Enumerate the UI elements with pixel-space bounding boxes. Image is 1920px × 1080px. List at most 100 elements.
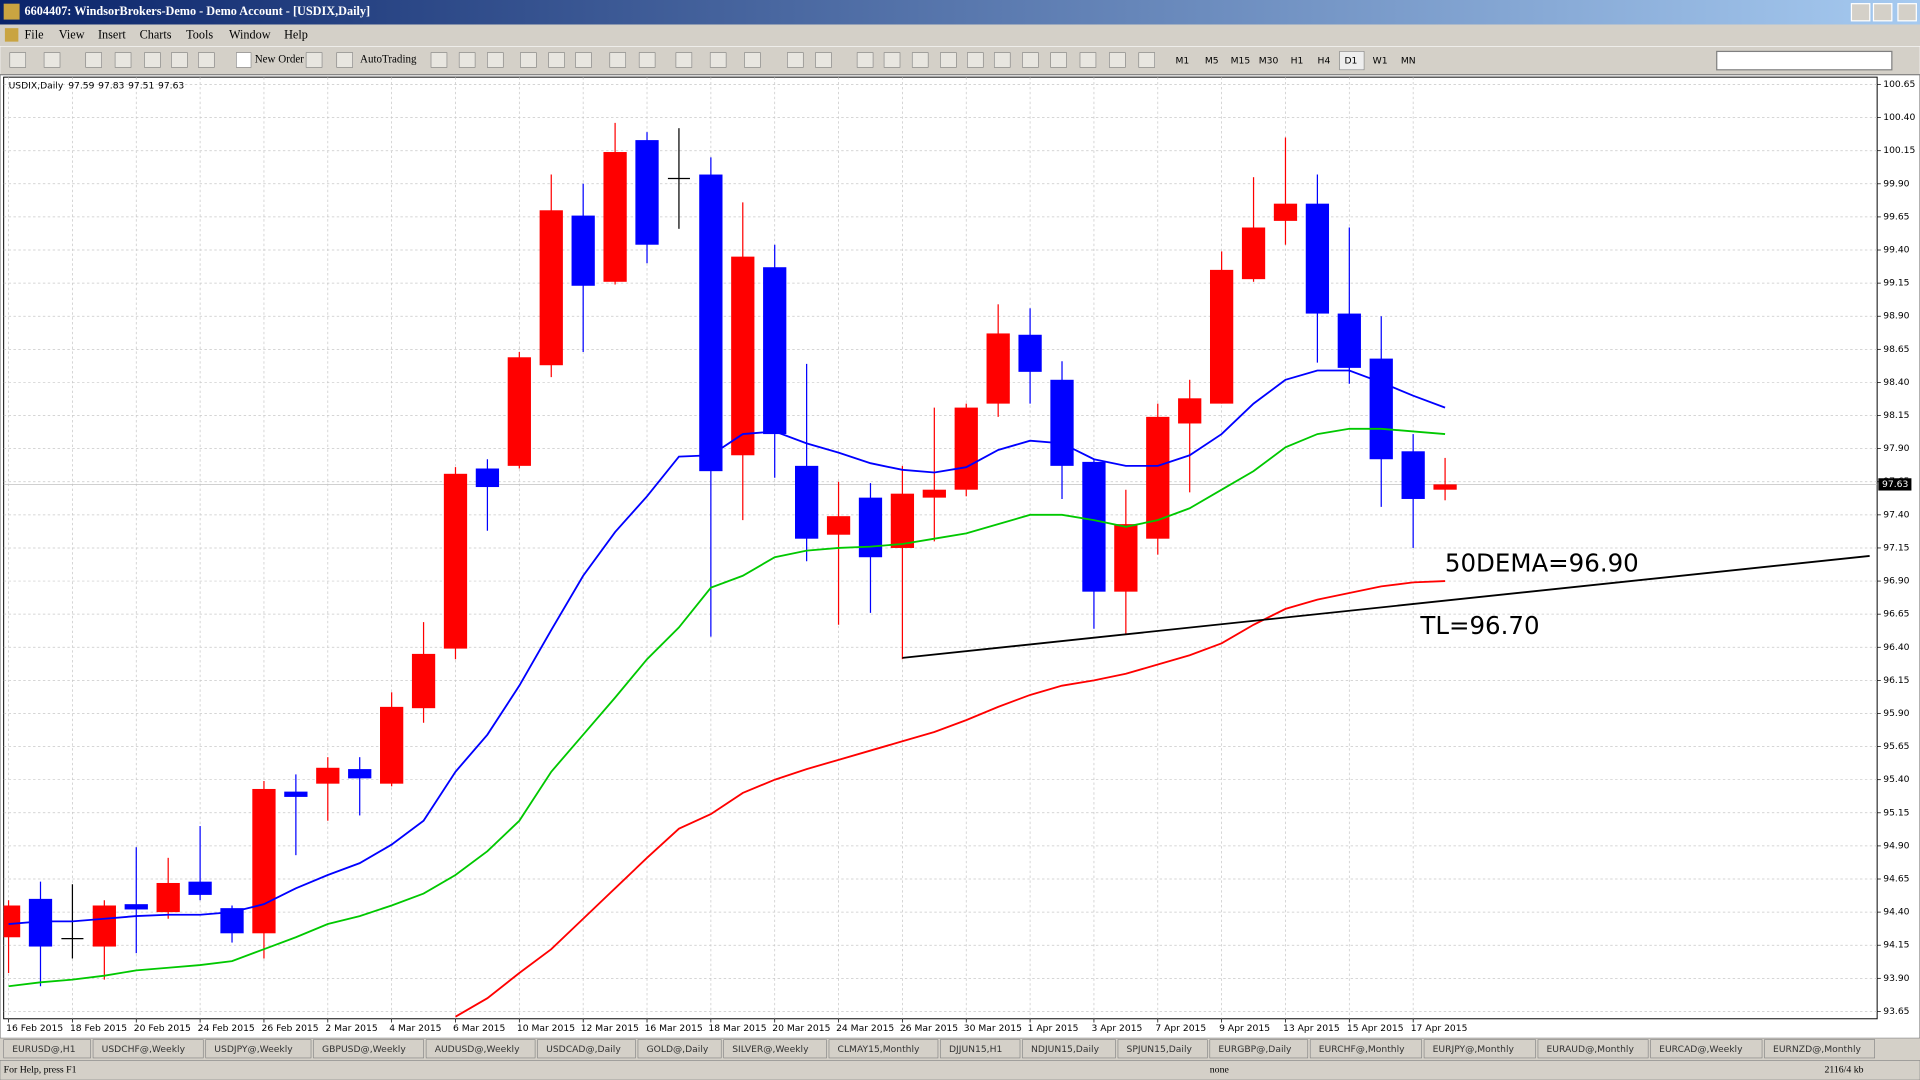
tab[interactable] (1117, 1039, 1208, 1059)
candle-body (1401, 451, 1425, 499)
tab-label: USDCAD@,Daily (546, 1044, 621, 1055)
close-button[interactable] (1897, 3, 1917, 22)
tool-button[interactable] (967, 52, 984, 68)
plot-area (3, 77, 1878, 1019)
tool-button[interactable] (815, 52, 832, 68)
tab[interactable] (723, 1039, 827, 1059)
tab[interactable] (1423, 1039, 1536, 1059)
candle-body (858, 497, 883, 558)
menu-item[interactable]: Insert (98, 27, 126, 41)
price-tag-label: 97.63 (1882, 479, 1908, 490)
tab-label: EURUSD@,H1 (12, 1044, 75, 1055)
x-tick-label: 12 Mar 2015 (581, 1023, 639, 1034)
tool-button[interactable] (940, 52, 957, 68)
tab[interactable] (1309, 1039, 1422, 1059)
tool-button[interactable] (9, 52, 27, 68)
timeframe-button[interactable]: M5 (1205, 56, 1219, 67)
auto-trading-button[interactable]: AutoTrading (360, 54, 417, 66)
tab[interactable] (3, 1039, 91, 1059)
tab-label: USDCHF@,Weekly (102, 1044, 186, 1055)
timeframe-button[interactable]: H1 (1291, 56, 1304, 67)
tab[interactable] (537, 1039, 636, 1059)
menu-item[interactable]: File (24, 27, 43, 41)
tab[interactable] (425, 1039, 536, 1059)
tab[interactable] (1764, 1039, 1875, 1059)
candle-body (922, 489, 946, 498)
timeframe-button[interactable]: D1 (1344, 56, 1357, 67)
timeframe-button[interactable]: M1 (1176, 56, 1190, 67)
timeframe-button[interactable]: M15 (1231, 56, 1251, 67)
tool-button[interactable] (883, 52, 901, 68)
tool-button[interactable] (1079, 52, 1097, 68)
candle-body (156, 882, 180, 913)
tab[interactable] (828, 1039, 939, 1059)
tool-button[interactable] (1138, 52, 1155, 68)
maximize-button[interactable] (1872, 3, 1893, 22)
tool-button[interactable] (609, 52, 627, 68)
y-tick-label: 99.40 (1883, 245, 1909, 256)
tool-button[interactable] (856, 52, 874, 68)
search-box[interactable] (1716, 50, 1893, 71)
tool-button[interactable] (336, 52, 353, 68)
minimize-button[interactable] (1850, 3, 1871, 22)
tool-button[interactable] (787, 52, 804, 68)
tool-button[interactable] (171, 52, 188, 68)
tool-button[interactable] (43, 52, 61, 68)
candle-body (1178, 398, 1202, 424)
tab[interactable] (1022, 1039, 1116, 1059)
tab[interactable] (92, 1039, 204, 1059)
candle-body (475, 468, 500, 488)
y-tick-label: 99.15 (1883, 278, 1909, 289)
tab[interactable] (205, 1039, 312, 1059)
tab-label: SPJUN15,Daily (1127, 1044, 1193, 1055)
tab[interactable] (940, 1039, 1021, 1059)
new-order-button[interactable]: New Order (255, 54, 305, 66)
timeframe-button[interactable]: H4 (1318, 56, 1331, 67)
tab-label: EURGBP@,Daily (1218, 1044, 1292, 1055)
tab[interactable] (1209, 1039, 1309, 1059)
candle-body (1273, 203, 1298, 221)
timeframe-button[interactable]: M30 (1259, 56, 1279, 67)
menu-item[interactable]: Tools (186, 27, 213, 41)
tool-button[interactable] (487, 52, 504, 68)
menu-item[interactable]: View (59, 27, 85, 41)
tool-button[interactable] (1109, 52, 1126, 68)
candle-body (826, 516, 851, 535)
tab[interactable] (1537, 1039, 1649, 1059)
x-tick-label: 20 Mar 2015 (772, 1023, 830, 1034)
tool-button[interactable] (993, 52, 1011, 68)
tool-button[interactable] (575, 52, 592, 68)
tool-button[interactable] (744, 52, 761, 68)
y-tick-label: 93.65 (1883, 1006, 1909, 1017)
tool-button[interactable] (638, 52, 656, 68)
tool-button[interactable] (305, 52, 323, 68)
tab[interactable] (313, 1039, 424, 1059)
tool-button[interactable] (911, 52, 929, 68)
timeframe-button[interactable]: MN (1401, 56, 1416, 67)
candle-body (411, 653, 436, 709)
tool-button[interactable] (1050, 52, 1067, 68)
moving-average (8, 427, 1446, 988)
tool-button[interactable] (430, 52, 448, 68)
timeframe-button[interactable]: W1 (1373, 56, 1388, 67)
x-tick-label: 24 Mar 2015 (836, 1023, 894, 1034)
candle-body (188, 881, 212, 895)
tool-button[interactable] (675, 52, 693, 68)
tab[interactable] (637, 1039, 722, 1059)
tool-button[interactable] (114, 52, 132, 68)
tool-button[interactable] (709, 52, 727, 68)
tool-button[interactable] (1022, 52, 1039, 68)
tool-button[interactable] (458, 52, 476, 68)
tool-button[interactable] (548, 52, 565, 68)
tool-button[interactable] (144, 52, 161, 68)
menu-item[interactable]: Window (229, 27, 271, 41)
menu-item[interactable]: Charts (140, 27, 172, 41)
tool-button[interactable] (520, 52, 537, 68)
tool-button[interactable] (198, 52, 215, 68)
x-tick-label: 6 Mar 2015 (453, 1023, 505, 1034)
tab[interactable] (1650, 1039, 1763, 1059)
tool-button[interactable] (85, 52, 102, 68)
menu-item[interactable]: Help (284, 27, 308, 41)
candle-body (507, 357, 531, 466)
